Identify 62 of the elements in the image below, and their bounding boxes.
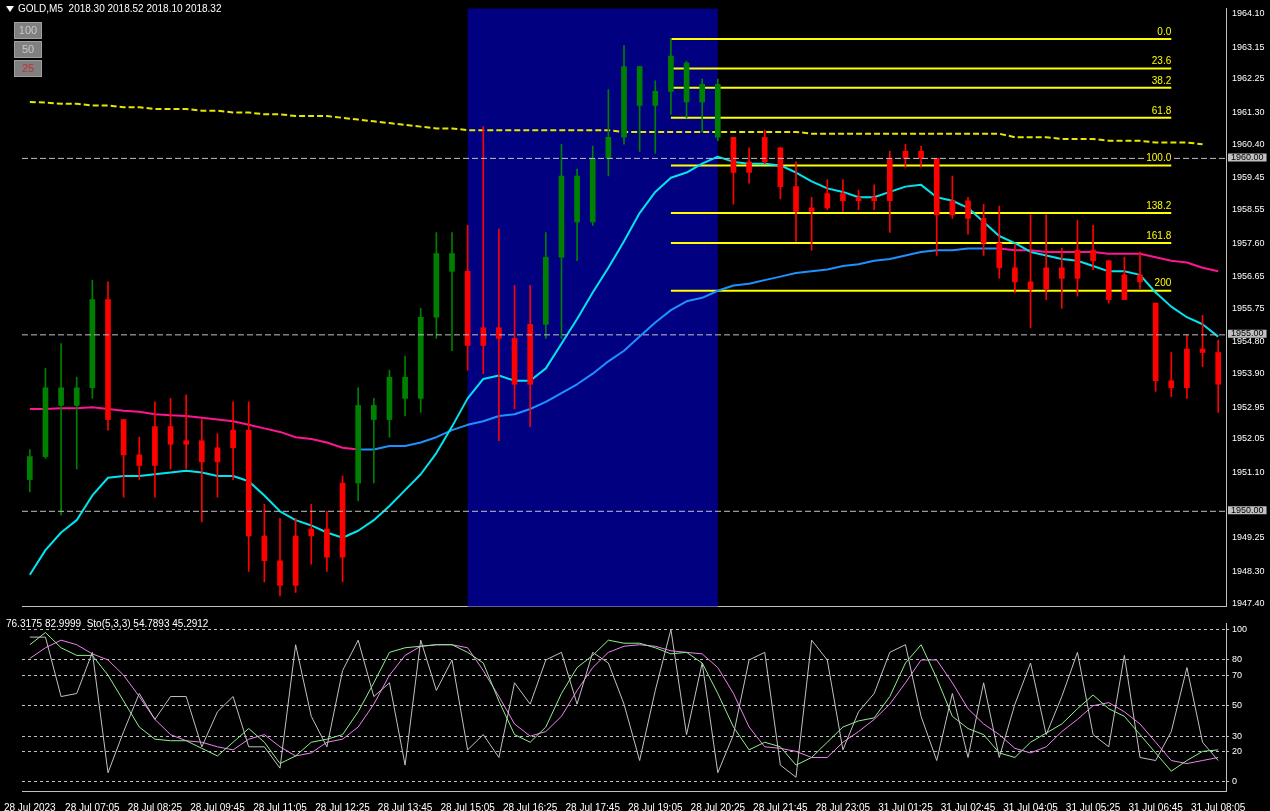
- y-tick-label: 1954.80: [1232, 336, 1265, 347]
- line-series: [28, 100, 1204, 146]
- y-tick-label: 20: [1232, 745, 1243, 756]
- x-tick-label: 28 Jul 17:45: [565, 801, 621, 811]
- x-tick-label: 28 Jul 09:45: [190, 801, 246, 811]
- x-tick-label: 31 Jul 05:25: [1065, 801, 1121, 811]
- series-label: 23.6: [1151, 55, 1172, 67]
- chart-title: 76.3175 82.9999 Sto(5,3,3) 54.7893 45.2912: [6, 618, 209, 629]
- y-tick-label: 1947.40: [1232, 597, 1265, 608]
- x-tick-label: 31 Jul 06:45: [1128, 801, 1184, 811]
- y-tick-label: 1962.25: [1232, 73, 1265, 84]
- series-label: 161.8: [1146, 229, 1172, 241]
- x-tick-label: 28 Jul 08:25: [127, 801, 183, 811]
- y-tick-label: 70: [1232, 669, 1243, 680]
- chart-title: GOLD,M5 2018.30 2018.52 2018.10 2018.32: [17, 3, 222, 14]
- y-tick-label: 1955.75: [1232, 302, 1265, 313]
- x-tick-label: 28 Jul 07:05: [65, 801, 121, 811]
- series-label: 138.2: [1146, 199, 1172, 211]
- annotation: 100: [14, 22, 42, 39]
- ref-line-label: 1950.00: [1231, 504, 1264, 515]
- series-label: 38.2: [1151, 74, 1172, 86]
- y-tick-label: 100: [1232, 623, 1248, 634]
- series-label: 200: [1154, 277, 1172, 289]
- y-tick-label: 0: [1232, 776, 1238, 787]
- x-tick-label: 28 Jul 15:05: [440, 801, 496, 811]
- x-tick-label: 31 Jul 01:25: [878, 801, 934, 811]
- y-tick-label: 1952.95: [1232, 401, 1265, 412]
- y-tick-label: 1963.15: [1232, 41, 1265, 52]
- x-tick-label: 28 Jul 19:05: [628, 801, 683, 811]
- y-tick-label: 1953.90: [1232, 368, 1265, 379]
- series-label: 100.0: [1146, 152, 1172, 164]
- x-tick-label: 28 Jul 23:05: [815, 801, 871, 811]
- ref-line-label: 1960.00: [1231, 151, 1264, 162]
- y-tick-label: 1959.45: [1232, 172, 1265, 183]
- annotation: 50: [14, 41, 42, 58]
- y-tick-label: 1949.25: [1232, 532, 1265, 543]
- series-label: 0.0: [1157, 25, 1172, 37]
- x-tick-label: 28 Jul 12:25: [315, 801, 371, 811]
- y-tick-label: 50: [1232, 700, 1243, 711]
- x-tick-label: 28 Jul 21:45: [753, 801, 809, 811]
- x-tick-label: 31 Jul 04:05: [1003, 801, 1059, 811]
- y-tick-label: 80: [1232, 654, 1243, 665]
- y-tick-label: 1957.60: [1232, 237, 1265, 248]
- y-tick-label: 1958.55: [1232, 204, 1265, 215]
- x-tick-label: 28 Jul 16:25: [502, 801, 558, 811]
- x-tick-label: 28 Jul 2023: [3, 801, 57, 811]
- x-tick-label: 28 Jul 13:45: [377, 801, 433, 811]
- y-tick-label: 1951.10: [1232, 466, 1265, 477]
- y-tick-label: 1961.30: [1232, 107, 1265, 117]
- x-tick-label: 31 Jul 02:45: [940, 801, 996, 811]
- x-tick-label: 28 Jul 20:25: [690, 801, 746, 811]
- y-tick-label: 1952.05: [1232, 433, 1265, 444]
- y-tick-label: 1964.10: [1232, 8, 1265, 19]
- x-tick-label: 31 Jul 08:05: [1190, 801, 1246, 811]
- y-tick-label: 1956.65: [1232, 271, 1265, 282]
- y-tick-label: 1948.30: [1232, 565, 1265, 576]
- x-tick-label: 28 Jul 11:05: [253, 801, 308, 811]
- series-label: 61.8: [1151, 104, 1172, 116]
- y-tick-label: 30: [1232, 730, 1243, 741]
- annotation: 25: [14, 60, 42, 77]
- y-tick-label: 1960.40: [1232, 138, 1265, 149]
- ref-line-label: 1955.00: [1231, 328, 1264, 339]
